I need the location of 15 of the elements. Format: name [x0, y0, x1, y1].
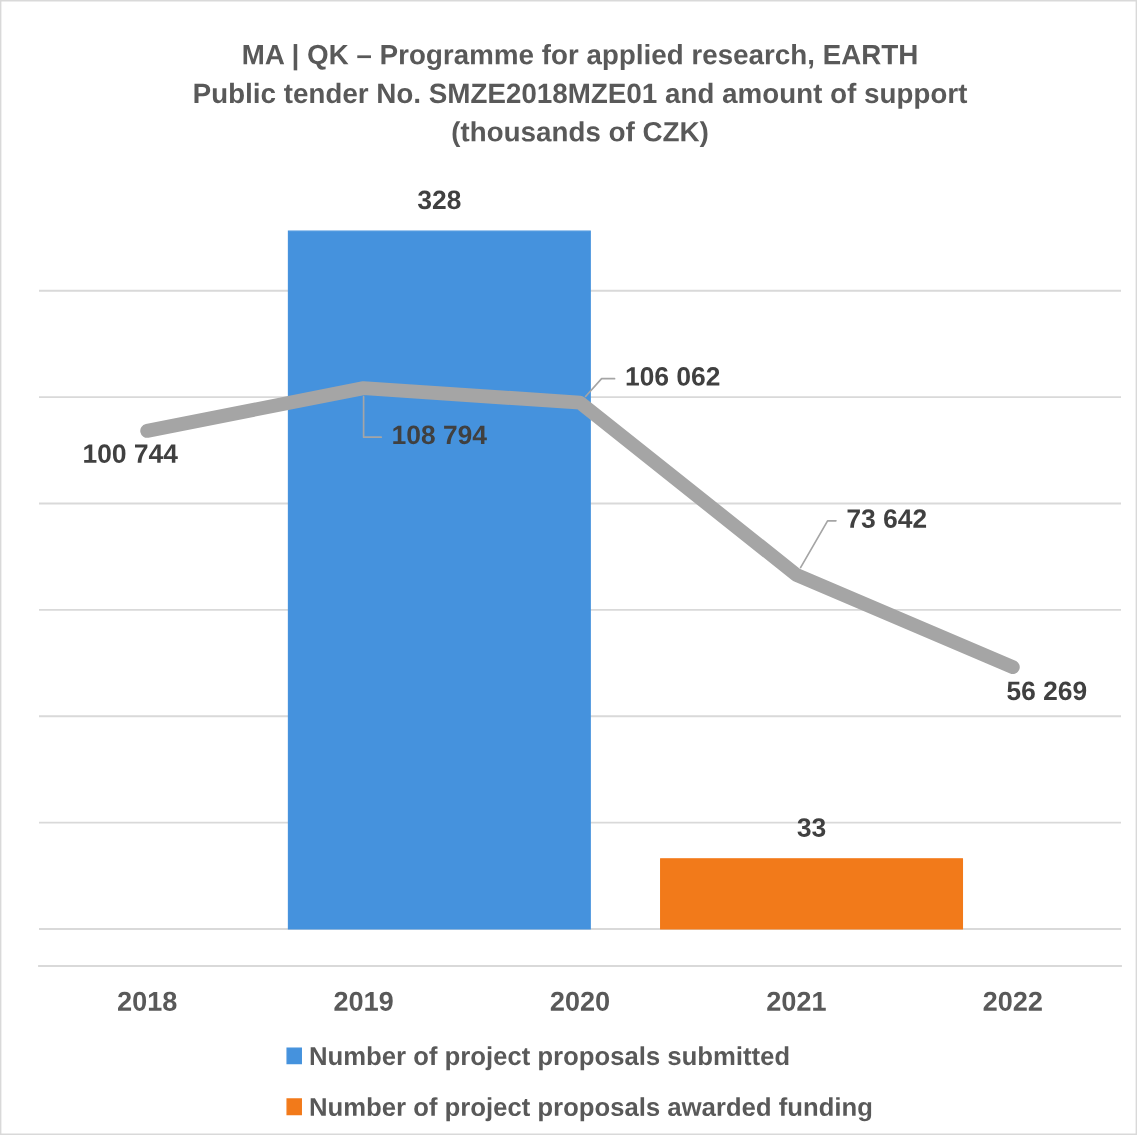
data-label: 106 062 [626, 367, 720, 386]
x-tick-label: 2021 [767, 991, 826, 1011]
x-tick-label: 2018 [118, 991, 177, 1011]
data-label: 73 642 [847, 509, 927, 528]
data-label: 33 [797, 818, 826, 837]
x-tick-label: 2022 [983, 991, 1042, 1011]
x-tick-label: 2020 [550, 991, 610, 1011]
data-label: 56 269 [1007, 681, 1087, 701]
x-tick-label: 2019 [334, 991, 393, 1011]
data-label: 328 [417, 190, 461, 210]
chart-title: MA | QK – Programme for applied research, EARTH Public tender No. SMZE2018MZE01 and amount of support (thousands of CZK) [194, 44, 968, 148]
data-label: 100 744 [84, 444, 178, 463]
legend-label: Number of project proposals awarded funding [310, 1097, 872, 1122]
legend-label: Number of project proposals submitted [310, 1046, 789, 1071]
data-label: 108 794 [393, 425, 487, 445]
